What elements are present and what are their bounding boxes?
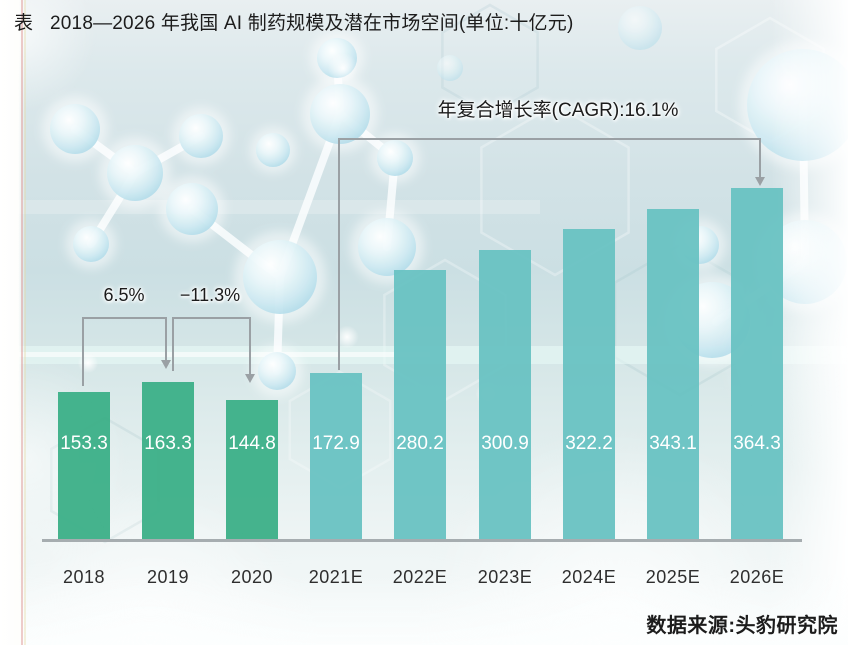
figure-title: 2018—2026 年我国 AI 制药规模及潜在市场空间(单位:十亿元) xyxy=(50,13,574,34)
bar-value-label-2026E: 364.3 xyxy=(733,433,781,454)
bar-value-label-2024E: 322.2 xyxy=(565,433,613,454)
arrow-down-icon xyxy=(161,360,171,369)
growth-label-2020: −11.3% xyxy=(179,285,241,305)
bar-value-label-2018: 153.3 xyxy=(60,433,108,454)
bracket-line xyxy=(82,317,84,386)
bar-2023E xyxy=(479,250,531,540)
figure-header: 表 2018—2026 年我国 AI 制药规模及潜在市场空间(单位:十亿元) xyxy=(14,13,573,35)
arrow-down-icon xyxy=(245,374,255,383)
bar-2022E xyxy=(394,270,446,540)
arrow-down-icon xyxy=(755,177,765,186)
x-axis-label-2024E: 2024E xyxy=(561,567,617,587)
bracket-line xyxy=(759,138,761,179)
scan-artifact-line-2 xyxy=(24,0,26,645)
bar-2026E xyxy=(731,188,783,540)
table-marker: 表 xyxy=(14,13,34,34)
bracket-line xyxy=(82,317,167,319)
bracket-line xyxy=(172,317,251,319)
bar-value-label-2019: 163.3 xyxy=(144,433,192,454)
page-edge-strip xyxy=(0,0,26,645)
x-axis-label-2025E: 2025E xyxy=(645,567,701,587)
bracket-line xyxy=(165,317,167,362)
x-axis-label-2018: 2018 xyxy=(62,567,106,587)
bar-value-label-2021E: 172.9 xyxy=(312,433,360,454)
bar-value-label-2020: 144.8 xyxy=(228,433,276,454)
bar-2020 xyxy=(226,400,278,540)
cagr-label: 年复合增长率(CAGR):16.1% xyxy=(437,100,679,121)
bar-2019 xyxy=(142,382,194,540)
x-axis-label-2026E: 2026E xyxy=(729,567,785,587)
x-axis-label-2021E: 2021E xyxy=(308,567,364,587)
bar-2024E xyxy=(563,229,615,540)
bar-2018 xyxy=(58,392,110,540)
bar-value-label-2025E: 343.1 xyxy=(649,433,697,454)
x-axis-label-2022E: 2022E xyxy=(392,567,448,587)
bracket-line xyxy=(249,317,251,376)
bar-value-label-2022E: 280.2 xyxy=(396,433,444,454)
bar-2021E xyxy=(310,373,362,540)
bar-2025E xyxy=(647,209,699,540)
scan-artifact-line xyxy=(21,0,23,645)
bracket-line xyxy=(338,138,340,370)
bracket-line xyxy=(338,138,761,140)
bracket-line xyxy=(172,317,174,371)
x-axis-label-2019: 2019 xyxy=(146,567,190,587)
x-axis-line xyxy=(42,539,802,542)
x-axis-label-2020: 2020 xyxy=(230,567,274,587)
growth-label-2019: 6.5% xyxy=(103,285,145,305)
bar-value-label-2023E: 300.9 xyxy=(481,433,529,454)
data-source: 数据来源:头豹研究院 xyxy=(646,615,838,637)
x-axis-label-2023E: 2023E xyxy=(477,567,533,587)
